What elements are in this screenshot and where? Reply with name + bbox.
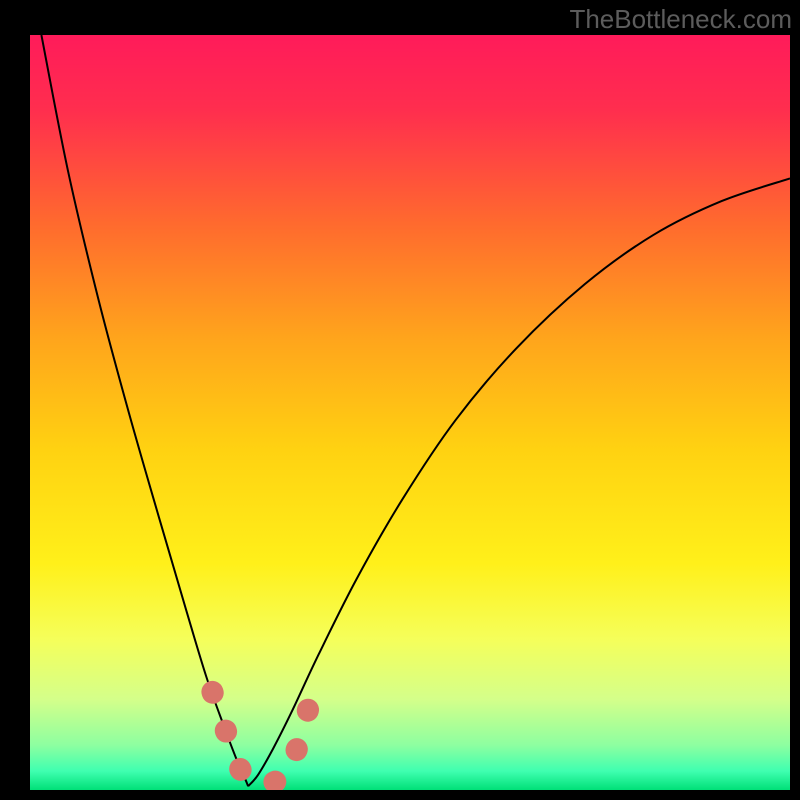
- plot-background-gradient: [30, 35, 790, 790]
- watermark-text: TheBottleneck.com: [569, 4, 792, 35]
- plot-svg: [0, 0, 800, 800]
- chart-root: TheBottleneck.com: [0, 0, 800, 800]
